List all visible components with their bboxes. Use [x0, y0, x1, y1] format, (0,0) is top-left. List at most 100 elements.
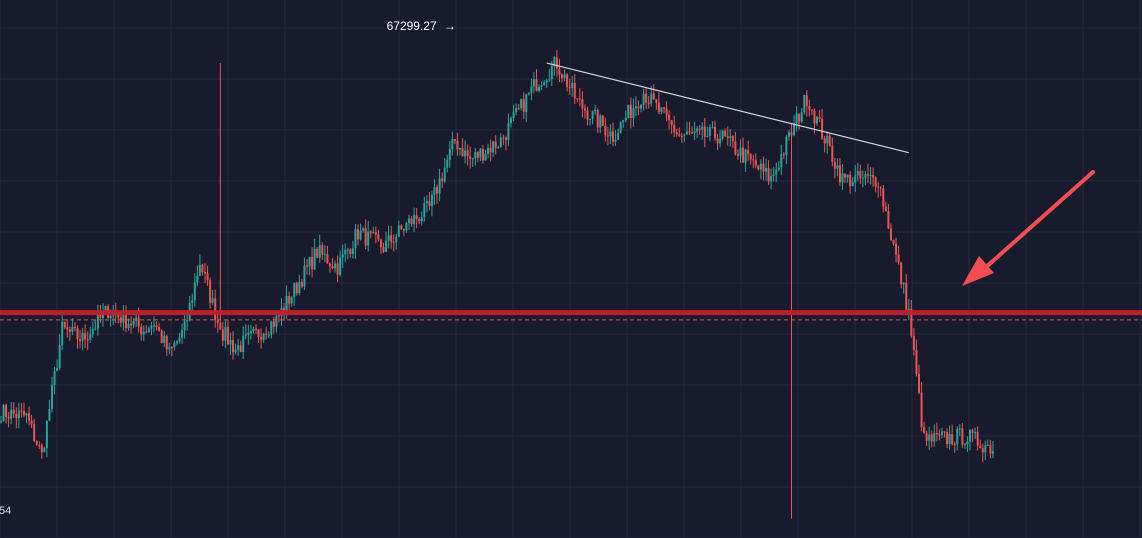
- candle-up: [589, 118, 592, 120]
- candle-down: [22, 411, 25, 416]
- candle-up: [397, 225, 400, 237]
- arrow-annotation[interactable]: [962, 170, 1095, 286]
- trend-line[interactable]: [546, 62, 909, 154]
- candle-down: [130, 323, 133, 326]
- candle-up: [907, 309, 910, 311]
- candle-down: [821, 119, 824, 139]
- candle-up: [497, 147, 500, 149]
- candle-down: [415, 215, 418, 219]
- candle-down: [782, 154, 785, 156]
- arrow-shaft: [983, 170, 1095, 270]
- candle-down: [790, 132, 793, 136]
- candle-up: [599, 115, 602, 128]
- candle-up: [196, 275, 199, 283]
- candle-down: [889, 228, 892, 240]
- candle-up: [928, 434, 931, 441]
- candle-down: [331, 266, 334, 269]
- candle-up: [793, 122, 796, 136]
- candle-down: [612, 131, 614, 142]
- candle-down: [379, 239, 382, 248]
- candle-down: [663, 107, 665, 109]
- candle-up: [545, 80, 548, 83]
- candle-up: [420, 217, 423, 222]
- candle-up: [507, 123, 510, 141]
- candle-down: [73, 326, 76, 329]
- candle-down: [596, 110, 599, 128]
- candle-up: [609, 131, 612, 137]
- candle-up: [640, 104, 643, 109]
- candle-down: [137, 317, 140, 327]
- candle-up: [543, 82, 546, 86]
- candle-down: [124, 310, 127, 329]
- candle-up: [527, 92, 530, 95]
- candle-up: [362, 228, 365, 231]
- candle-down: [910, 309, 913, 336]
- candle-down: [357, 229, 359, 240]
- candle-down: [20, 410, 23, 412]
- candle-up: [318, 245, 321, 258]
- candle-down: [923, 426, 926, 434]
- candle-down: [295, 282, 298, 293]
- candle-up: [479, 148, 482, 158]
- candle-down: [272, 321, 275, 327]
- candle-down: [849, 174, 852, 187]
- candle-down: [912, 335, 915, 351]
- candle-up: [642, 93, 645, 105]
- candle-up: [785, 136, 788, 155]
- candle-down: [724, 130, 727, 137]
- candle-up: [313, 248, 316, 270]
- candle-down: [155, 325, 158, 327]
- candle-up: [869, 175, 872, 177]
- candle-up: [341, 254, 344, 258]
- candle-down: [201, 264, 204, 273]
- candle-down: [698, 128, 701, 130]
- candle-up: [71, 326, 74, 332]
- candle-up: [285, 295, 288, 312]
- candle-up: [249, 330, 252, 333]
- candle-down: [79, 339, 82, 342]
- candle-down: [306, 265, 308, 267]
- candle-down: [428, 201, 431, 206]
- candle-down: [410, 218, 413, 225]
- candle-up: [433, 187, 436, 195]
- candle-up: [94, 328, 97, 330]
- candle-up: [696, 128, 699, 132]
- candle-up: [706, 135, 709, 137]
- candle-up: [344, 249, 347, 255]
- candle-up: [701, 126, 704, 130]
- candle-down: [581, 99, 584, 109]
- candle-down: [219, 322, 222, 330]
- candle-down: [762, 163, 765, 172]
- candle-up: [387, 235, 390, 241]
- candle-down: [15, 413, 18, 419]
- candle-down: [522, 98, 525, 112]
- candle-up: [104, 306, 107, 312]
- candle-up: [627, 104, 630, 118]
- candle-up: [127, 323, 130, 329]
- candle-up: [624, 117, 627, 121]
- candle-up: [53, 371, 56, 385]
- candle-up: [229, 340, 232, 345]
- candle-up: [816, 116, 818, 124]
- candle-down: [214, 298, 217, 321]
- candle-down: [382, 247, 385, 252]
- candle-up: [43, 448, 46, 452]
- candle-up: [777, 167, 780, 170]
- candle-down: [5, 404, 8, 417]
- candle-up: [242, 335, 245, 353]
- candle-up: [244, 334, 247, 336]
- candle-down: [504, 137, 507, 141]
- candle-down: [925, 433, 928, 441]
- candle-down: [573, 83, 576, 99]
- candle-down: [752, 159, 755, 161]
- candle-down: [742, 147, 745, 163]
- candle-up: [632, 108, 635, 119]
- candle-up: [693, 131, 696, 134]
- candle-up: [0, 421, 2, 423]
- candle-down: [798, 113, 801, 122]
- candle-up: [168, 347, 171, 350]
- candle-up: [10, 409, 13, 419]
